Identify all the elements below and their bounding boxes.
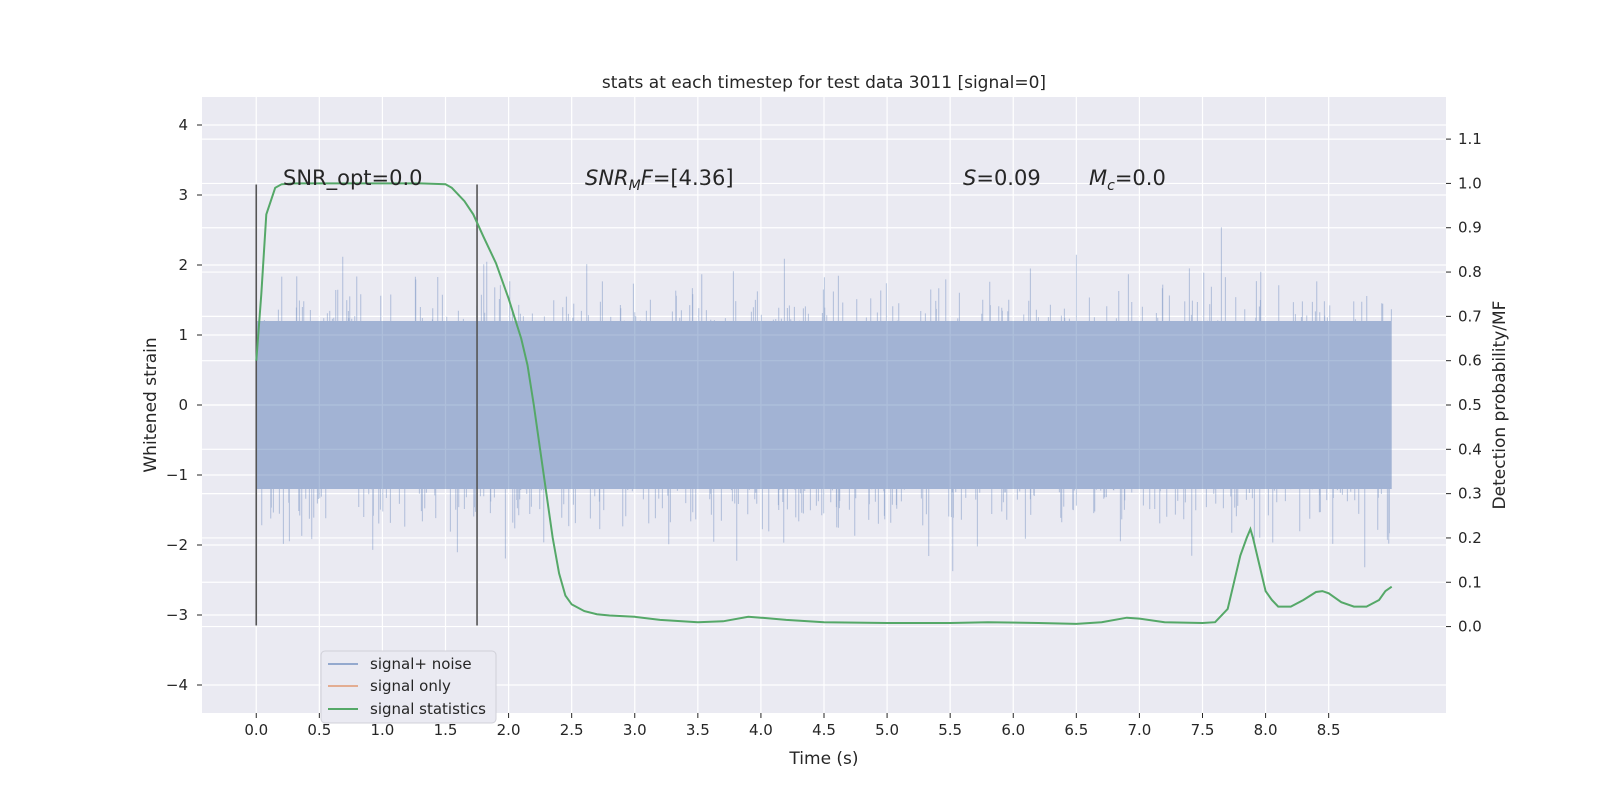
x-tick-label: 6.0 xyxy=(1001,721,1025,739)
x-tick-label: 1.0 xyxy=(370,721,394,739)
y-left-tick-label: −2 xyxy=(166,536,188,554)
x-tick-label: 0.0 xyxy=(244,721,268,739)
legend-label-noise: signal+ noise xyxy=(370,655,472,673)
x-tick-label: 8.0 xyxy=(1254,721,1278,739)
x-tick-label: 2.5 xyxy=(560,721,584,739)
legend-label-stats: signal statistics xyxy=(370,700,486,718)
y-right-tick-label: 0.4 xyxy=(1458,440,1482,458)
y-left-tick-label: −4 xyxy=(166,676,188,694)
y-left-tick-label: −3 xyxy=(166,606,188,624)
x-tick-label: 4.0 xyxy=(749,721,773,739)
y-right-tick-label: 0.7 xyxy=(1458,307,1482,325)
legend-label-signal: signal only xyxy=(370,677,451,695)
y-right-tick-label: 0.9 xyxy=(1458,219,1482,237)
y-axis-label-left: Whitened strain xyxy=(141,337,161,472)
x-tick-label: 5.5 xyxy=(938,721,962,739)
y-left-tick-label: 4 xyxy=(178,116,188,134)
x-tick-label: 3.0 xyxy=(623,721,647,739)
y-ticks-left: 4 3 2 1 0 −1 −2 −3 −4 xyxy=(166,116,202,694)
y-left-tick-label: 2 xyxy=(178,256,188,274)
x-tick-label: 2.0 xyxy=(497,721,521,739)
x-tick-label: 1.5 xyxy=(434,721,458,739)
x-tick-label: 7.0 xyxy=(1127,721,1151,739)
x-axis-label: Time (s) xyxy=(788,749,858,769)
y-right-tick-label: 1.1 xyxy=(1458,130,1482,148)
y-ticks-right: 1.1 1.0 0.9 0.8 0.7 0.6 0.5 0.4 0.3 0.2 0.1 0.0 xyxy=(1446,130,1482,636)
x-tick-label: 8.5 xyxy=(1317,721,1341,739)
grid-lines xyxy=(202,97,1446,713)
y-right-tick-label: 0.0 xyxy=(1458,618,1482,636)
y-right-tick-label: 1.0 xyxy=(1458,174,1482,192)
y-right-tick-label: 0.2 xyxy=(1458,529,1482,547)
annotation-s: S=0.09 xyxy=(963,166,1041,190)
x-tick-label: 4.5 xyxy=(812,721,836,739)
x-tick-label: 6.5 xyxy=(1064,721,1088,739)
annotation-mc: Mc=0.0 xyxy=(1089,166,1166,194)
y-left-tick-label: 3 xyxy=(178,186,188,204)
x-tick-label: 5.0 xyxy=(875,721,899,739)
y-right-tick-label: 0.6 xyxy=(1458,352,1482,370)
y-right-tick-label: 0.5 xyxy=(1458,396,1482,414)
y-axis-label-right: Detection probability/MF xyxy=(1490,301,1510,510)
annotation-snr-opt: SNR_opt=0.0 xyxy=(283,166,423,191)
vertical-markers xyxy=(255,184,478,626)
signal-statistics-line xyxy=(255,182,1393,625)
y-right-tick-label: 0.3 xyxy=(1458,485,1482,503)
y-right-tick-label: 0.1 xyxy=(1458,573,1482,591)
x-tick-label: 3.5 xyxy=(686,721,710,739)
legend-box xyxy=(320,650,497,724)
x-tick-label: 7.5 xyxy=(1191,721,1215,739)
x-ticks: 0.0 0.5 1.0 1.5 2.0 2.5 3.0 3.5 4.0 4.5 5.0 5.5 6.0 6… xyxy=(244,713,1341,739)
annotation-snr-mf: SNRMF=[4.36] xyxy=(585,166,734,194)
chart-title: stats at each timestep for test data 301… xyxy=(602,73,1046,93)
legend: signal+ noise signal only signal statist… xyxy=(320,650,497,724)
y-left-tick-label: −1 xyxy=(166,466,188,484)
y-left-tick-label: 1 xyxy=(178,326,188,344)
x-tick-label: 0.5 xyxy=(307,721,331,739)
y-right-tick-label: 0.8 xyxy=(1458,263,1482,281)
y-left-tick-label: 0 xyxy=(178,396,188,414)
